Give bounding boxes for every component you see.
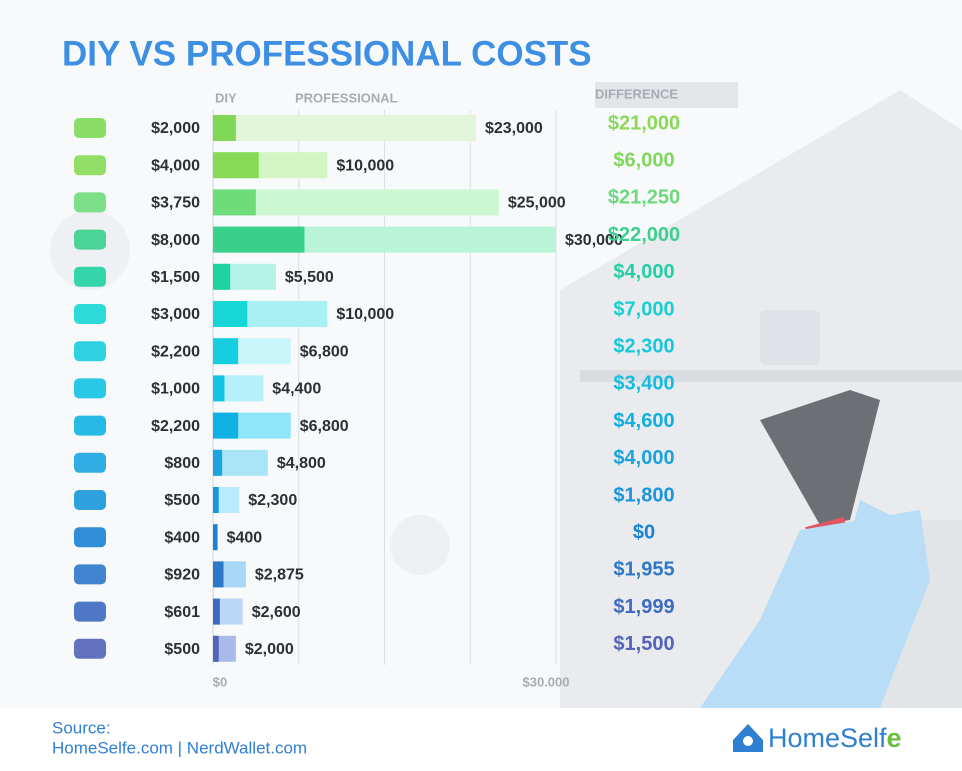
professional-label: $10,000 [336, 157, 394, 174]
row-icon [74, 564, 106, 585]
difference-label: $1,500 [613, 633, 674, 655]
chart-title: DIY VS PROFESSIONAL COSTS [62, 34, 592, 73]
row-icon [74, 527, 106, 548]
row-icon [74, 490, 106, 510]
difference-label: $4,000 [613, 261, 674, 283]
difference-label: $21,000 [608, 112, 680, 134]
x-tick-label: $0 [213, 674, 227, 689]
difference-label: $22,000 [608, 224, 680, 246]
professional-label: $25,000 [508, 195, 566, 212]
legend-label: DIY [215, 90, 237, 105]
row-icon [74, 378, 106, 399]
diy-label: $3,000 [151, 306, 200, 323]
diy-label: $800 [164, 455, 200, 472]
professional-label: $4,400 [272, 381, 321, 398]
professional-label: $6,800 [300, 418, 349, 435]
diy-label: $4,000 [151, 157, 200, 174]
professional-label: $2,600 [252, 604, 301, 621]
difference-label: $4,600 [613, 410, 674, 432]
professional-label: $2,300 [248, 492, 297, 509]
difference-label: $7,000 [613, 298, 674, 320]
professional-label: $2,875 [255, 567, 304, 584]
bar-diy [213, 189, 256, 216]
bar-diy [213, 152, 259, 179]
bar-diy [213, 635, 219, 662]
difference-label: $1,999 [613, 596, 674, 618]
difference-label: $1,800 [613, 484, 674, 506]
source: HomeSelfe.com | NerdWallet.com [52, 738, 307, 757]
bar-diy [213, 338, 239, 365]
diy-label: $500 [164, 492, 200, 509]
row-icon [74, 118, 106, 138]
logo: HomeSelfe [733, 723, 902, 753]
row-icon [74, 304, 106, 324]
professional-label: $400 [227, 529, 263, 546]
bar-diy [213, 449, 223, 476]
row-icon [74, 638, 106, 659]
diy-label: $3,750 [151, 195, 200, 212]
x-tick-label: $30.000 [523, 674, 570, 689]
diy-label: $8,000 [151, 232, 200, 249]
difference-label: $4,000 [613, 447, 674, 469]
difference-label: $21,250 [608, 187, 680, 209]
diy-label: $601 [164, 604, 200, 621]
row-icon [74, 341, 106, 362]
bar-diy [213, 375, 225, 402]
professional-label: $6,800 [300, 343, 349, 360]
diy-label: $1,000 [151, 381, 200, 398]
diy-label: $2,200 [151, 343, 200, 360]
brand: HomeSelfe [768, 723, 902, 753]
bar-diy [213, 487, 219, 513]
legend-label: PROFESSIONAL [295, 90, 398, 105]
professional-label: $5,500 [285, 269, 334, 286]
difference-label: $0 [633, 521, 655, 543]
bar-diy [213, 524, 218, 551]
bar-diy [213, 301, 248, 327]
difference-label: $6,000 [613, 149, 674, 171]
diy-label: $2,000 [151, 120, 200, 137]
professional-label: $10,000 [336, 306, 394, 323]
professional-label: $23,000 [485, 120, 543, 137]
row-icon [74, 266, 106, 287]
row-icon [74, 415, 106, 436]
footer [0, 708, 962, 771]
plot: $0 $30.000 $2,000 $23,000 $21,000 $4,000 $10,0… [74, 110, 680, 689]
diy-label: $1,500 [151, 269, 200, 286]
bar-diy [213, 412, 239, 439]
bar-professional [213, 115, 476, 141]
bar-diy [213, 115, 236, 141]
bar-professional [213, 189, 499, 216]
difference-label: $1,955 [613, 559, 674, 581]
column-header: DIFFERENCE [595, 86, 678, 101]
row-icon [74, 229, 106, 250]
diy-label: $920 [164, 567, 200, 584]
row-icon [74, 192, 106, 213]
bar-professional [213, 635, 236, 662]
diy-label: $2,200 [151, 418, 200, 435]
row-icon [74, 452, 106, 473]
bar-diy [213, 226, 305, 253]
diy-label: $400 [164, 529, 200, 546]
difference-label: $2,300 [613, 335, 674, 357]
illustration [50, 82, 962, 708]
row-icon [74, 601, 106, 622]
bar-diy [213, 263, 231, 290]
row-icon [74, 155, 106, 176]
professional-label: $30,000 [565, 232, 623, 249]
professional-label: $2,000 [245, 641, 294, 658]
bar-diy [213, 561, 224, 588]
professional-label: $4,800 [277, 455, 326, 472]
diy-label: $500 [164, 641, 200, 658]
difference-label: $3,400 [613, 373, 674, 395]
source-label: Source: [52, 718, 111, 737]
bar-diy [213, 598, 220, 625]
